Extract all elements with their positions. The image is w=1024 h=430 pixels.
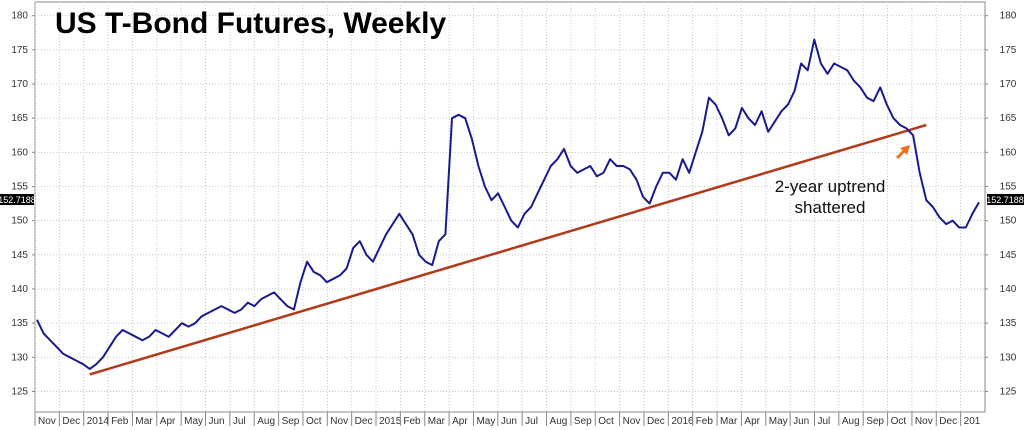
x-tick-label: May bbox=[476, 416, 495, 427]
x-tick-label: Nov bbox=[330, 416, 348, 427]
annotation-line-2: shattered bbox=[795, 198, 866, 217]
y-tick-label-left: 180 bbox=[11, 11, 28, 22]
x-tick-label: Feb bbox=[696, 416, 714, 427]
y-tick-label-left: 170 bbox=[11, 79, 28, 90]
y-tick-label-left: 160 bbox=[11, 147, 28, 158]
y-tick-label-left: 130 bbox=[11, 352, 28, 363]
chart-title: US T-Bond Futures, Weekly bbox=[55, 7, 446, 40]
y-tick-label-left: 135 bbox=[11, 318, 28, 329]
x-tick-label: Jul bbox=[233, 416, 246, 427]
y-tick-label-left: 155 bbox=[11, 182, 28, 193]
x-tick-label: Jul bbox=[817, 416, 830, 427]
x-tick-label: Feb bbox=[403, 416, 421, 427]
y-tick-label-right: 135 bbox=[1000, 318, 1017, 329]
x-tick-label: Nov bbox=[38, 416, 56, 427]
x-tick-label: Jun bbox=[209, 416, 225, 427]
y-tick-label-right: 130 bbox=[1000, 352, 1017, 363]
svg-text:152.7188: 152.7188 bbox=[986, 195, 1024, 205]
x-tick-label: Sep bbox=[282, 416, 300, 427]
x-tick-label: Mar bbox=[428, 416, 446, 427]
trendline bbox=[89, 123, 927, 376]
y-axis-right: 125 130 135 140 145 150 155 160 165 170 175 180 bbox=[985, 11, 1017, 398]
annotation-arrow-icon bbox=[895, 145, 910, 160]
x-tick-label: Nov bbox=[623, 416, 641, 427]
annotation-line-1: 2-year uptrend bbox=[775, 177, 886, 196]
x-tick-label: Mar bbox=[135, 416, 153, 427]
y-tick-label-right: 180 bbox=[1000, 11, 1017, 22]
x-axis: Nov Dec 2014 Feb Mar Apr May Jun Jul Aug Sep Oct Nov… bbox=[34, 412, 981, 427]
y-tick-label-left: 140 bbox=[11, 284, 28, 295]
y-tick-label-right: 125 bbox=[1000, 387, 1017, 398]
x-tick-label: Sep bbox=[866, 416, 884, 427]
x-tick-label: Jun bbox=[793, 416, 809, 427]
y-tick-label-left: 145 bbox=[11, 250, 28, 261]
y-axis-left: 125 130 135 140 145 150 155 160 165 170 175 180 bbox=[11, 11, 35, 398]
price-badge-right: 152.7188 bbox=[986, 194, 1024, 205]
price-badge-left: 152.7188 bbox=[0, 194, 36, 205]
y-tick-label-right: 175 bbox=[1000, 45, 1017, 56]
svg-text:152.7188: 152.7188 bbox=[0, 195, 36, 205]
x-tick-label: Aug bbox=[842, 416, 860, 427]
x-tick-label: Apr bbox=[744, 416, 760, 427]
x-tick-label: Apr bbox=[452, 416, 468, 427]
x-tick-label: May bbox=[184, 416, 203, 427]
x-tick-label: Feb bbox=[111, 416, 129, 427]
x-tick-label: Sep bbox=[574, 416, 592, 427]
y-tick-label-left: 165 bbox=[11, 113, 28, 124]
x-tick-label: 201 bbox=[964, 416, 981, 427]
x-tick-label: Dec bbox=[355, 416, 373, 427]
x-tick-label: Oct bbox=[598, 416, 614, 427]
y-tick-label-right: 145 bbox=[1000, 250, 1017, 261]
y-tick-label-right: 160 bbox=[1000, 147, 1017, 158]
y-tick-label-left: 125 bbox=[11, 387, 28, 398]
y-tick-label-right: 170 bbox=[1000, 79, 1017, 90]
x-tick-label: 2014 bbox=[87, 416, 110, 427]
x-tick-label: Aug bbox=[550, 416, 568, 427]
x-tick-label: Nov bbox=[915, 416, 933, 427]
price-series-line bbox=[36, 38, 980, 370]
x-tick-label: Apr bbox=[160, 416, 176, 427]
y-tick-label-left: 150 bbox=[11, 216, 28, 227]
x-tick-label: Dec bbox=[62, 416, 80, 427]
y-tick-label-right: 150 bbox=[1000, 216, 1017, 227]
y-tick-label-left: 175 bbox=[11, 45, 28, 56]
y-tick-label-right: 155 bbox=[1000, 182, 1017, 193]
x-tick-label: Jun bbox=[501, 416, 517, 427]
x-tick-label: Dec bbox=[647, 416, 665, 427]
x-tick-label: 2016 bbox=[671, 416, 694, 427]
y-tick-label-right: 140 bbox=[1000, 284, 1017, 295]
x-tick-label: Jul bbox=[525, 416, 538, 427]
x-tick-label: May bbox=[769, 416, 788, 427]
y-tick-label-right: 165 bbox=[1000, 113, 1017, 124]
x-tick-label: Dec bbox=[939, 416, 957, 427]
grid-lines bbox=[34, 2, 985, 412]
x-tick-label: 2015 bbox=[379, 416, 402, 427]
x-tick-label: Oct bbox=[306, 416, 322, 427]
x-tick-label: Mar bbox=[720, 416, 738, 427]
x-tick-label: Aug bbox=[257, 416, 275, 427]
x-tick-label: Oct bbox=[891, 416, 907, 427]
